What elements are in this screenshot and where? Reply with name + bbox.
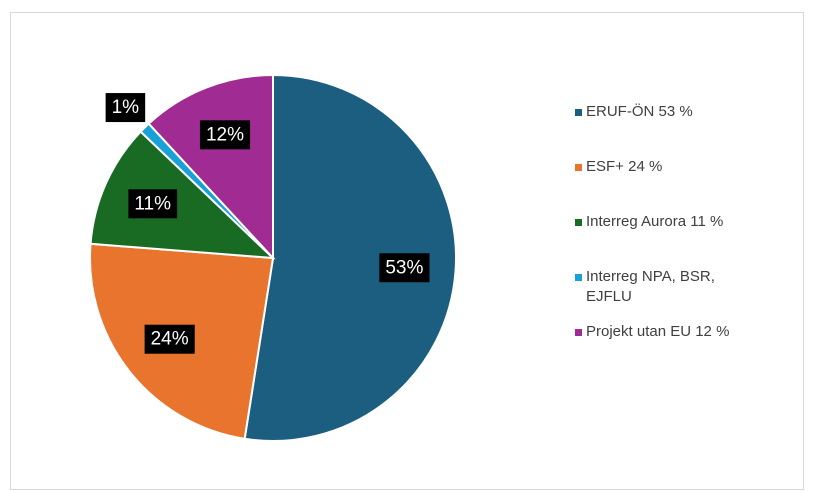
- data-label-box: [105, 93, 146, 123]
- legend-item: Interreg NPA, BSR, EJFLU: [575, 267, 745, 322]
- legend-swatch: [575, 329, 582, 336]
- legend-item: ESF+ 24 %: [575, 157, 745, 212]
- legend: ERUF-ÖN 53 % ESF+ 24 % Interreg Aurora 11 …: [575, 102, 745, 377]
- legend-label: ERUF-ÖN 53 %: [586, 103, 693, 120]
- data-label: 53%: [379, 253, 430, 283]
- data-label-text: 12%: [206, 124, 244, 145]
- pie-slice: [89, 130, 276, 260]
- legend-swatch: [575, 219, 582, 226]
- data-label-box: [128, 189, 178, 219]
- data-label-text: 24%: [151, 329, 189, 350]
- data-label: 11%: [128, 189, 178, 219]
- data-label-text: 11%: [134, 193, 171, 214]
- data-label: 24%: [144, 324, 195, 354]
- legend-item: ERUF-ÖN 53 %: [575, 102, 745, 157]
- legend-item: Interreg Aurora 11 %: [575, 212, 745, 267]
- pie-slice: [243, 73, 457, 442]
- data-label: 1%: [105, 93, 146, 123]
- legend-label: Interreg Aurora 11 %: [586, 213, 724, 230]
- data-label-box: [379, 253, 430, 283]
- legend-swatch: [575, 164, 582, 171]
- legend-label: Interreg NPA, BSR, EJFLU: [586, 268, 715, 305]
- legend-item: Projekt utan EU 12 %: [575, 322, 745, 377]
- data-label-text: 53%: [385, 257, 423, 278]
- data-label-text: 1%: [112, 97, 140, 118]
- legend-label: Projekt utan EU 12 %: [586, 323, 730, 340]
- data-label-box: [144, 324, 195, 354]
- legend-label: ESF+ 24 %: [586, 158, 663, 175]
- legend-swatch: [575, 109, 582, 116]
- legend-swatch: [575, 274, 582, 281]
- data-label-box: [199, 120, 251, 150]
- chart-frame: [10, 12, 804, 490]
- data-label: 12%: [199, 120, 251, 150]
